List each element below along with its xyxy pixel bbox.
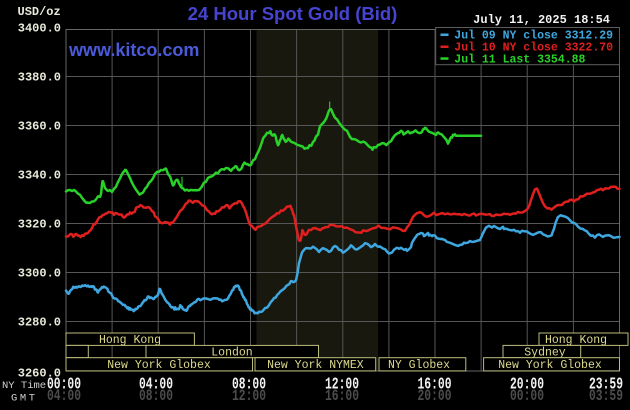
svg-text:3260.0: 3260.0 (18, 367, 61, 381)
svg-text:July 11, 2025 18:54: July 11, 2025 18:54 (473, 13, 610, 27)
svg-text:Sydney: Sydney (524, 346, 566, 359)
svg-text:Jul 10 NY close 3322.70: Jul 10 NY close 3322.70 (454, 42, 613, 55)
svg-text:20:00: 20:00 (418, 387, 452, 405)
svg-text:3400.0: 3400.0 (18, 22, 61, 36)
svg-text:NY Time: NY Time (2, 380, 46, 392)
svg-text:03:59: 03:59 (589, 387, 623, 405)
svg-text:24 Hour Spot Gold (Bid): 24 Hour Spot Gold (Bid) (188, 3, 398, 24)
svg-text:00:00: 00:00 (47, 375, 81, 394)
svg-text:3280.0: 3280.0 (18, 316, 61, 330)
svg-text:16:00: 16:00 (325, 387, 359, 405)
svg-text:Jul 09 NY close 3312.29: Jul 09 NY close 3312.29 (454, 30, 613, 43)
svg-text:3380.0: 3380.0 (18, 71, 61, 85)
svg-text:08:00: 08:00 (232, 375, 266, 394)
svg-text:12:00: 12:00 (232, 387, 266, 405)
svg-text:New York Globex: New York Globex (498, 359, 602, 372)
svg-text:3360.0: 3360.0 (18, 120, 61, 134)
svg-text:00:00: 00:00 (510, 387, 544, 405)
svg-text:Jul 11 Last 3354.88: Jul 11 Last 3354.88 (454, 53, 585, 66)
svg-text:Hong Kong: Hong Kong (545, 334, 607, 347)
svg-text:www.kitco.com: www.kitco.com (68, 40, 199, 60)
svg-text:NY Globex: NY Globex (388, 359, 450, 372)
svg-text:3340.0: 3340.0 (18, 169, 61, 183)
svg-text:12:00: 12:00 (325, 375, 359, 394)
svg-text:New York NYMEX: New York NYMEX (267, 359, 364, 372)
svg-text:3320.0: 3320.0 (18, 218, 61, 232)
svg-text:04:00: 04:00 (47, 387, 81, 405)
svg-text:USD/oz: USD/oz (18, 5, 61, 19)
svg-text:20:00: 20:00 (510, 375, 544, 394)
svg-text:GMT: GMT (11, 393, 35, 405)
svg-text:London: London (211, 346, 252, 359)
svg-text:04:00: 04:00 (139, 375, 173, 394)
svg-text:23:59: 23:59 (589, 375, 623, 394)
svg-text:16:00: 16:00 (418, 375, 452, 394)
svg-text:08:00: 08:00 (139, 387, 173, 405)
svg-text:3300.0: 3300.0 (18, 267, 61, 281)
svg-text:Hong Kong: Hong Kong (99, 334, 161, 347)
svg-text:New York Globex: New York Globex (107, 359, 211, 372)
